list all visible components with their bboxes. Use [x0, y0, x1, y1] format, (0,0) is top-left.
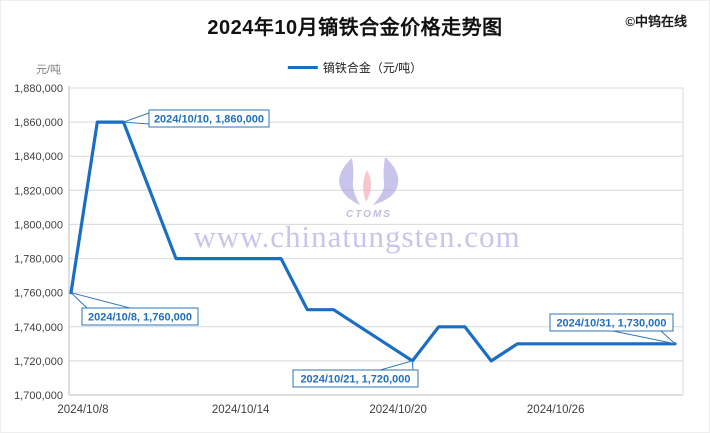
x-tick-label: 2024/10/20 [369, 404, 427, 416]
y-tick-label: 1,740,000 [14, 322, 63, 334]
page-title: 2024年10月镝铁合金价格走势图 [207, 17, 503, 39]
y-tick-label: 1,780,000 [14, 254, 63, 266]
watermark-logo: CTOMS [332, 157, 406, 220]
annotation-label: 2024/10/31, 1,730,000 [556, 318, 666, 330]
copyright-label: ©中钨在线 [625, 14, 687, 29]
watermark-logo-icon [339, 157, 399, 205]
annotation-box [292, 369, 419, 388]
annotation-callout [612, 330, 677, 345]
x-tick-label: 2024/10/14 [212, 404, 270, 416]
y-tick-label: 1,860,000 [14, 117, 63, 129]
annotation-callout [123, 112, 150, 125]
legend-line-swatch [287, 66, 318, 69]
annotation-box [549, 313, 674, 332]
watermark-logo-text: CTOMS [346, 209, 392, 220]
y-tick-label: 1,760,000 [14, 288, 63, 300]
annotation-label: 2024/10/21, 1,720,000 [300, 374, 410, 386]
price-line [69, 120, 677, 363]
legend-label: 镝铁合金（元/吨） [322, 61, 423, 75]
y-tick-label: 1,880,000 [14, 83, 63, 95]
y-tick-label: 1,820,000 [14, 185, 63, 197]
legend: 镝铁合金（元/吨） [287, 59, 423, 76]
y-tick-label: 1,840,000 [14, 151, 63, 163]
x-tick-label: 2024/10/8 [57, 404, 108, 416]
annotation-box [148, 109, 270, 128]
y-tick-label: 1,700,000 [14, 390, 63, 402]
y-axis-unit-label: 元/吨 [35, 64, 61, 76]
annotation-label: 2024/10/8, 1,760,000 [88, 312, 192, 324]
annotation-label: 2024/10/10, 1,860,000 [154, 114, 264, 126]
y-tick-label: 1,800,000 [14, 219, 63, 231]
x-tick-label: 2024/10/26 [527, 404, 585, 416]
annotation-callout [379, 360, 414, 371]
y-tick-label: 1,720,000 [14, 356, 63, 368]
annotation-callout [69, 291, 131, 309]
watermark-url: www.chinatungsten.com [193, 219, 521, 254]
annotation-box [81, 307, 199, 326]
